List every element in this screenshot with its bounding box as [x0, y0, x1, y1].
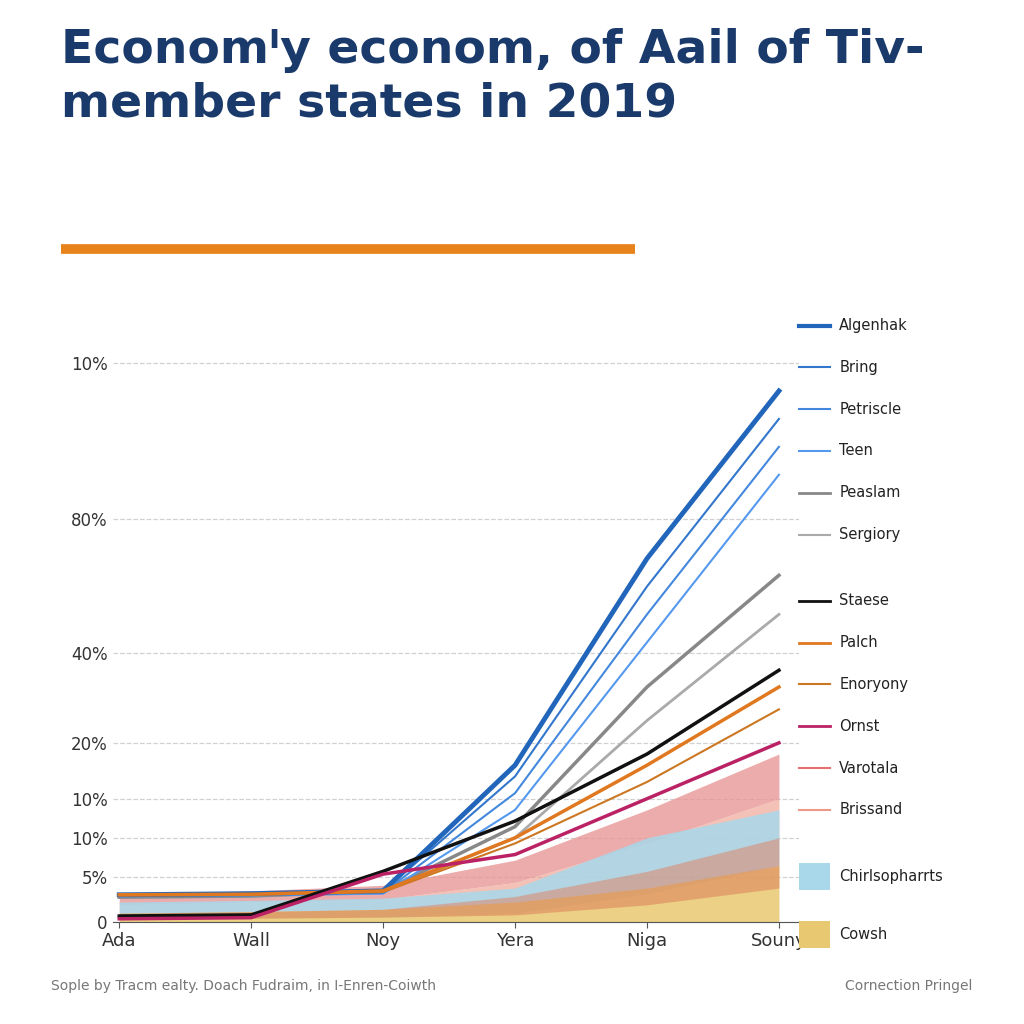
Text: Varotala: Varotala: [840, 761, 900, 775]
FancyBboxPatch shape: [799, 922, 830, 948]
Text: Peaslam: Peaslam: [840, 485, 901, 501]
Text: Economᴵy econom, of Aail of Tiv-
member states in 2019: Economᴵy econom, of Aail of Tiv- member …: [61, 28, 925, 126]
Text: Sergiory: Sergiory: [840, 527, 900, 542]
Text: Sople by Tracm ealty. Doach Fudraim, in I-Enren-Coiwth: Sople by Tracm ealty. Doach Fudraim, in …: [51, 979, 436, 992]
Text: Teen: Teen: [840, 443, 873, 459]
Text: Staese: Staese: [840, 593, 889, 608]
Text: Petriscle: Petriscle: [840, 401, 901, 417]
Text: Palch: Palch: [840, 635, 878, 650]
Text: Chirlsopharrts: Chirlsopharrts: [840, 868, 943, 884]
Text: Cowsh: Cowsh: [840, 927, 888, 942]
Text: Bring: Bring: [840, 359, 878, 375]
Text: Cornection Pringel: Cornection Pringel: [846, 979, 973, 992]
Text: Algenhak: Algenhak: [840, 318, 908, 333]
Text: Ornst: Ornst: [840, 719, 880, 734]
Text: Enoryony: Enoryony: [840, 677, 908, 692]
Text: Brissand: Brissand: [840, 802, 902, 817]
FancyBboxPatch shape: [799, 862, 830, 890]
